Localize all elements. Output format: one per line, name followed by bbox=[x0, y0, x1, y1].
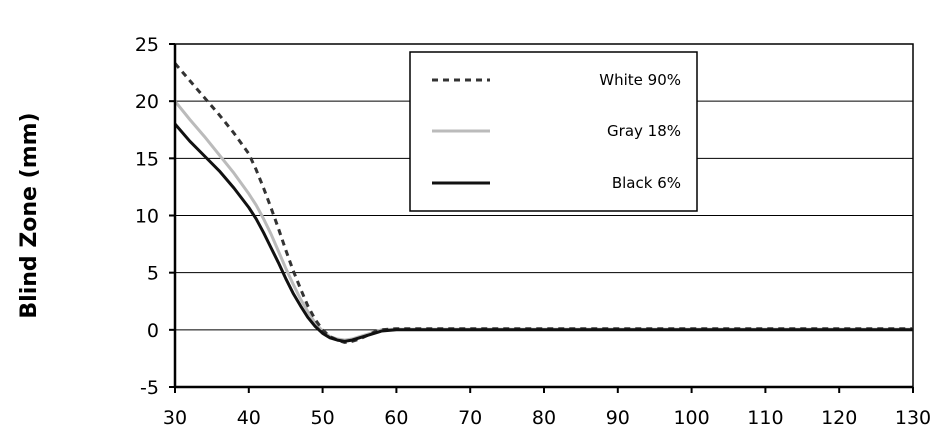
y-tick-label: 5 bbox=[147, 263, 159, 285]
x-tick-label: 120 bbox=[821, 407, 857, 429]
x-tick-label: 40 bbox=[237, 407, 261, 429]
y-axis-label: Blind Zone (mm) bbox=[17, 112, 42, 318]
x-tick-label: 100 bbox=[673, 407, 709, 429]
x-axis-tick-labels: 30 40 50 60 70 80 90 100 110 120 130 bbox=[163, 407, 931, 429]
y-tick-label: 10 bbox=[135, 206, 159, 228]
legend-label: White 90% bbox=[599, 71, 681, 89]
series-line-white-90 bbox=[173, 62, 913, 344]
y-tick-label: 0 bbox=[147, 320, 159, 342]
legend-label: Black 6% bbox=[612, 174, 681, 192]
series-line-black-6 bbox=[173, 123, 913, 343]
y-tick-label: 20 bbox=[135, 91, 159, 113]
legend-label: Gray 18% bbox=[607, 122, 681, 140]
x-tick-label: 60 bbox=[384, 407, 408, 429]
x-tick-label: 110 bbox=[747, 407, 783, 429]
legend: White 90% Gray 18% Black 6% bbox=[409, 51, 698, 212]
x-tick-label: 30 bbox=[163, 407, 187, 429]
axes bbox=[169, 43, 914, 393]
x-tick-label: 70 bbox=[458, 407, 482, 429]
y-tick-label: -5 bbox=[140, 377, 159, 399]
y-tick-label: 15 bbox=[135, 148, 159, 170]
series-layer bbox=[173, 62, 913, 344]
y-tick-label: 25 bbox=[135, 34, 159, 56]
y-axis-tick-labels: -5 0 5 10 15 20 25 bbox=[135, 34, 159, 399]
x-tick-label: 80 bbox=[532, 407, 556, 429]
x-tick-label: 50 bbox=[311, 407, 335, 429]
x-tick-label: 90 bbox=[606, 407, 630, 429]
x-tick-label: 130 bbox=[895, 407, 931, 429]
